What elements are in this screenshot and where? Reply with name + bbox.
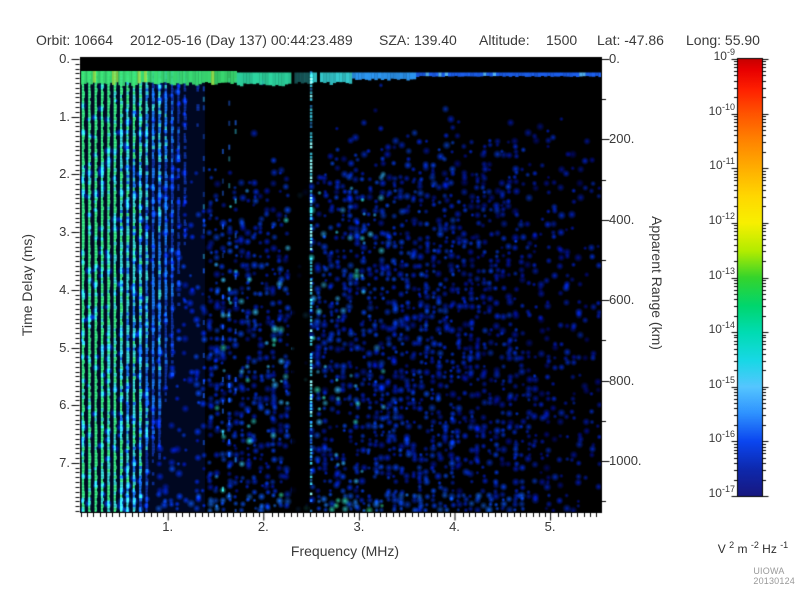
header-field-2: SZA: 139.40: [379, 32, 457, 48]
y-right-tick-label: 600.: [609, 292, 635, 308]
y-left-tick-label: 5.: [59, 339, 70, 355]
colorbar-tick-label: 10-12: [708, 210, 735, 227]
colorbar-tick-label: 10-16: [708, 429, 735, 446]
y-left-tick-label: 4.: [59, 281, 70, 297]
header-field-0: Orbit: 10664: [36, 32, 114, 48]
colorbar-tick-label: 10-9: [713, 47, 735, 63]
x-tick-label: 3.: [353, 519, 365, 534]
credit-label: UIOWA 20130124: [753, 566, 796, 586]
colorbar-tick-label: 10-11: [709, 156, 735, 173]
y-left-tick-label: 1.: [59, 108, 70, 124]
x-axis-title: Frequency (MHz): [290, 543, 400, 559]
x-tick-label: 1.: [162, 519, 174, 534]
header-field-3: Altitude:: [479, 32, 530, 48]
header-field-6: Long: 55.90: [686, 32, 760, 48]
y-left-tick-label: 3.: [59, 224, 70, 240]
colorbar-tick-label: 10-10: [708, 101, 735, 118]
colorbar-units-label: V 2 m -2 Hz -1: [717, 540, 789, 556]
y-right-axis-title: Apparent Range (km): [649, 216, 665, 350]
colorbar-tick-label: 10-17: [708, 484, 735, 500]
y-right-tick-label: 1000.: [609, 453, 642, 468]
colorbar-tick-label: 10-15: [708, 374, 735, 391]
header-field-5: Lat: -47.86: [597, 32, 664, 48]
header-field-1: 2012-05-16 (Day 137) 00:44:23.489: [130, 32, 353, 48]
x-tick-label: 4.: [449, 519, 460, 534]
colorbar-tick-label: 10-13: [708, 265, 735, 282]
y-left-tick-label: 2.: [59, 166, 70, 182]
y-right-tick-label: 200.: [609, 131, 635, 147]
header-field-4: 1500: [546, 32, 578, 48]
y-right-tick-label: 800.: [609, 372, 635, 388]
y-left-tick-label: 0.: [59, 51, 70, 66]
x-tick-label: 2.: [257, 519, 269, 534]
y-left-tick-label: 6.: [59, 397, 70, 413]
y-left-tick-label: 7.: [59, 454, 70, 470]
y-right-tick-label: 0.: [609, 51, 620, 66]
y-right-tick-label: 400.: [609, 211, 635, 227]
colorbar-tick-label: 10-14: [708, 320, 735, 337]
x-tick-label: 5.: [544, 519, 556, 534]
